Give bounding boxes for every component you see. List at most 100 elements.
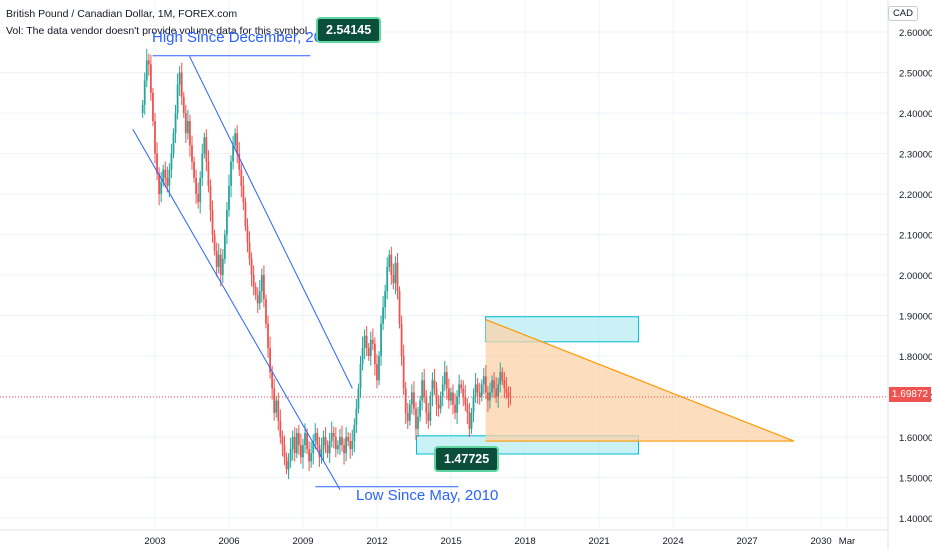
high-value-callout[interactable]: 2.54145	[316, 17, 382, 43]
candle-body	[361, 347, 364, 365]
candle-body	[336, 445, 339, 450]
candle-body	[228, 185, 230, 211]
x-tick-label: 2012	[366, 536, 387, 547]
trendline[interactable]	[132, 128, 341, 490]
candle-body	[326, 445, 329, 454]
candle-body	[410, 392, 413, 405]
candle-body	[404, 388, 407, 413]
x-tick-label: Mar	[839, 536, 855, 547]
candle-body	[417, 416, 419, 429]
y-tick-label: 2.50000	[899, 69, 932, 80]
candle-body	[447, 388, 450, 401]
candle-body	[152, 92, 154, 122]
triangle-resistance-line[interactable]	[485, 318, 795, 442]
candle-body	[308, 449, 311, 462]
candle-body	[141, 104, 144, 113]
candle-body	[367, 347, 370, 356]
candle-body	[289, 449, 292, 462]
low-value-callout[interactable]: 1.47725	[434, 446, 500, 472]
y-tick-label: 1.90000	[899, 312, 932, 323]
candle-body	[390, 254, 393, 275]
candle-body	[458, 384, 461, 397]
candle-body	[489, 392, 491, 401]
candle-body	[219, 254, 222, 275]
candle-body	[203, 137, 206, 154]
candle-body	[353, 424, 356, 442]
candle-body	[236, 133, 239, 154]
candle-body	[371, 339, 374, 344]
price-axis[interactable]: 2.60000 2.50000 2.40000 2.30000 2.20000 2.100…	[887, 0, 932, 550]
x-tick-label: 2003	[144, 536, 165, 547]
candle-body	[277, 400, 280, 421]
candle-body	[343, 445, 345, 454]
candle-body	[456, 396, 458, 413]
candle-body	[357, 388, 360, 409]
candle-body	[339, 437, 341, 446]
candle-body	[248, 242, 251, 259]
high-annotation-label[interactable]: High Since December, 2002	[152, 29, 339, 46]
candle-body	[474, 384, 477, 397]
candle-body	[279, 420, 282, 437]
candle-body	[384, 291, 387, 308]
candle-body	[314, 432, 317, 442]
candle-body	[398, 291, 401, 324]
candle-body	[180, 72, 183, 97]
candle-body	[503, 380, 506, 389]
y-tick-label: 1.60000	[899, 433, 932, 444]
candle-body	[400, 323, 403, 356]
candle-body	[234, 133, 237, 146]
candle-body	[433, 380, 436, 389]
candle-body	[271, 372, 274, 389]
candle-body	[238, 153, 241, 170]
candle-body	[402, 356, 405, 389]
candle-body	[464, 396, 467, 405]
x-tick-label: 2024	[662, 536, 683, 547]
candle-body	[209, 185, 212, 211]
candle-body	[168, 169, 171, 186]
candle-body	[423, 380, 426, 397]
candle-body	[347, 437, 350, 442]
candle-body	[406, 412, 409, 421]
gridlines	[0, 0, 888, 530]
candle-body	[497, 384, 500, 397]
x-tick-label: 2009	[292, 536, 313, 547]
candle-body	[287, 461, 290, 470]
candle-body	[197, 194, 200, 203]
candle-body	[421, 380, 424, 401]
candle-body	[295, 432, 298, 454]
candle-body	[199, 177, 202, 203]
candle-body	[501, 372, 504, 381]
currency-button[interactable]: CAD	[887, 6, 918, 21]
candle-body	[178, 72, 181, 85]
low-annotation-label[interactable]: Low Since May, 2010	[356, 487, 499, 504]
candle-body	[226, 210, 228, 235]
descending-triangle[interactable]	[485, 318, 795, 442]
candle-body	[386, 266, 389, 292]
candle-body	[452, 392, 454, 405]
candle-body	[439, 396, 442, 409]
candle-body	[269, 347, 271, 373]
candle-body	[349, 441, 352, 450]
candle-body	[316, 432, 319, 446]
candle-body	[499, 372, 502, 385]
x-tick-label: 2006	[218, 536, 239, 547]
y-tick-label: 2.40000	[899, 109, 932, 120]
candle-body	[330, 432, 333, 442]
x-tick-label: 2018	[514, 536, 535, 547]
candle-body	[215, 250, 218, 267]
candle-body	[322, 437, 325, 450]
candle-body	[232, 145, 234, 162]
candle-body	[285, 457, 288, 470]
candle-body	[260, 275, 263, 292]
candle-body	[435, 388, 438, 405]
time-axis[interactable]: 2003 2006 2009 2012 2015 2018 2021 2024 2027 2030…	[0, 529, 888, 547]
candle-body	[252, 275, 255, 288]
y-tick-label: 2.00000	[899, 271, 932, 282]
candle-body	[273, 388, 276, 413]
candle-body	[480, 384, 483, 397]
trendline[interactable]	[189, 56, 353, 389]
candle-body	[211, 210, 214, 235]
candle-body	[246, 226, 249, 243]
trendlines[interactable]	[132, 55, 459, 490]
